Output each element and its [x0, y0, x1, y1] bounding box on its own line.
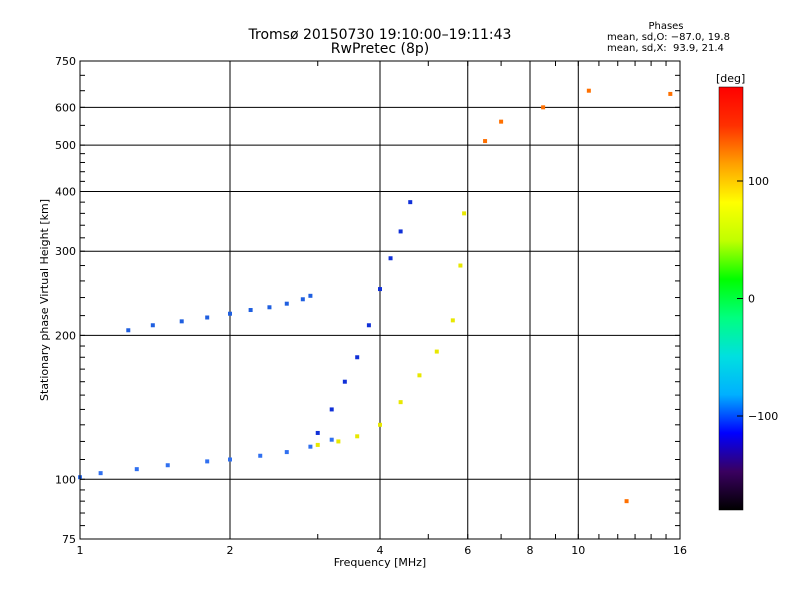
data-point — [355, 355, 360, 360]
data-point — [458, 263, 463, 268]
data-point — [355, 434, 360, 439]
grid-lines — [80, 61, 680, 539]
data-point — [165, 463, 170, 468]
chart-title: Tromsø 20150730 19:10:00–19:11:43 — [248, 27, 512, 43]
data-point — [366, 323, 371, 328]
data-point — [668, 91, 673, 96]
y-tick-label: 500 — [55, 139, 76, 152]
data-point — [434, 349, 439, 354]
data-point — [499, 119, 504, 124]
x-tick-label: 10 — [571, 544, 585, 557]
x-tick-label: 16 — [673, 544, 687, 557]
y-tick-label: 100 — [55, 473, 76, 486]
x-tick-label: 8 — [527, 544, 534, 557]
data-point — [308, 293, 313, 298]
y-tick-label: 400 — [55, 185, 76, 198]
data-point — [450, 318, 455, 323]
data-point — [248, 308, 253, 313]
data-point — [388, 256, 393, 261]
data-point — [462, 211, 467, 216]
data-point — [267, 305, 272, 310]
colorbar-ticks: 100 0 −100 — [737, 175, 778, 423]
axis-ticks: 1 2 4 6 8 10 16 75 100 200 300 400 500 600 750 — [55, 55, 687, 557]
data-point — [179, 319, 184, 324]
data-point — [378, 287, 382, 292]
data-point — [624, 499, 629, 504]
data-point — [417, 373, 422, 378]
stats-o-mode: mean, sd,O: −87.0, 19.8 — [607, 32, 730, 43]
data-point — [336, 439, 341, 444]
colorbar-tick-label: 100 — [748, 175, 769, 188]
data-point — [315, 442, 320, 447]
data-points — [78, 88, 673, 504]
data-point — [300, 297, 305, 302]
chart-subtitle: RwPretec (8p) — [330, 41, 430, 57]
data-point — [284, 301, 289, 306]
data-point — [126, 328, 131, 333]
data-point — [315, 430, 320, 435]
data-point — [150, 323, 155, 328]
data-point — [398, 400, 403, 405]
colorbar-tick-label: −100 — [748, 410, 778, 423]
y-tick-label: 300 — [55, 245, 76, 258]
data-point — [483, 139, 488, 144]
y-tick-label: 200 — [55, 329, 76, 342]
x-tick-label: 6 — [464, 544, 471, 557]
data-point — [205, 459, 210, 464]
data-point — [329, 437, 334, 442]
x-axis-label: Frequency [MHz] — [334, 556, 426, 569]
colorbar-tick-label: 0 — [748, 293, 755, 306]
y-tick-label: 750 — [55, 55, 76, 68]
data-point — [228, 311, 232, 316]
data-point — [284, 450, 289, 455]
stats-x-mode: mean, sd,X: 93.9, 21.4 — [607, 43, 724, 54]
data-point — [228, 457, 232, 462]
x-tick-label: 2 — [227, 544, 234, 557]
data-point — [378, 422, 382, 427]
data-point — [398, 229, 403, 234]
x-tick-label: 4 — [377, 544, 384, 557]
y-tick-label: 600 — [55, 101, 76, 114]
data-point — [408, 200, 413, 205]
y-tick-label: 75 — [62, 533, 76, 546]
colorbar-label: [deg] — [716, 72, 745, 85]
data-point — [205, 315, 210, 320]
data-point — [342, 379, 347, 384]
data-point — [258, 453, 263, 458]
data-point — [98, 471, 103, 476]
x-tick-label: 1 — [77, 544, 84, 557]
data-point — [329, 407, 334, 412]
data-point — [541, 105, 546, 110]
stats-heading: Phases — [648, 21, 684, 32]
data-point — [308, 444, 313, 449]
y-axis-label: Stationary phase Virtual Height [km] — [38, 199, 51, 401]
data-point — [586, 88, 591, 93]
data-point — [134, 467, 139, 472]
